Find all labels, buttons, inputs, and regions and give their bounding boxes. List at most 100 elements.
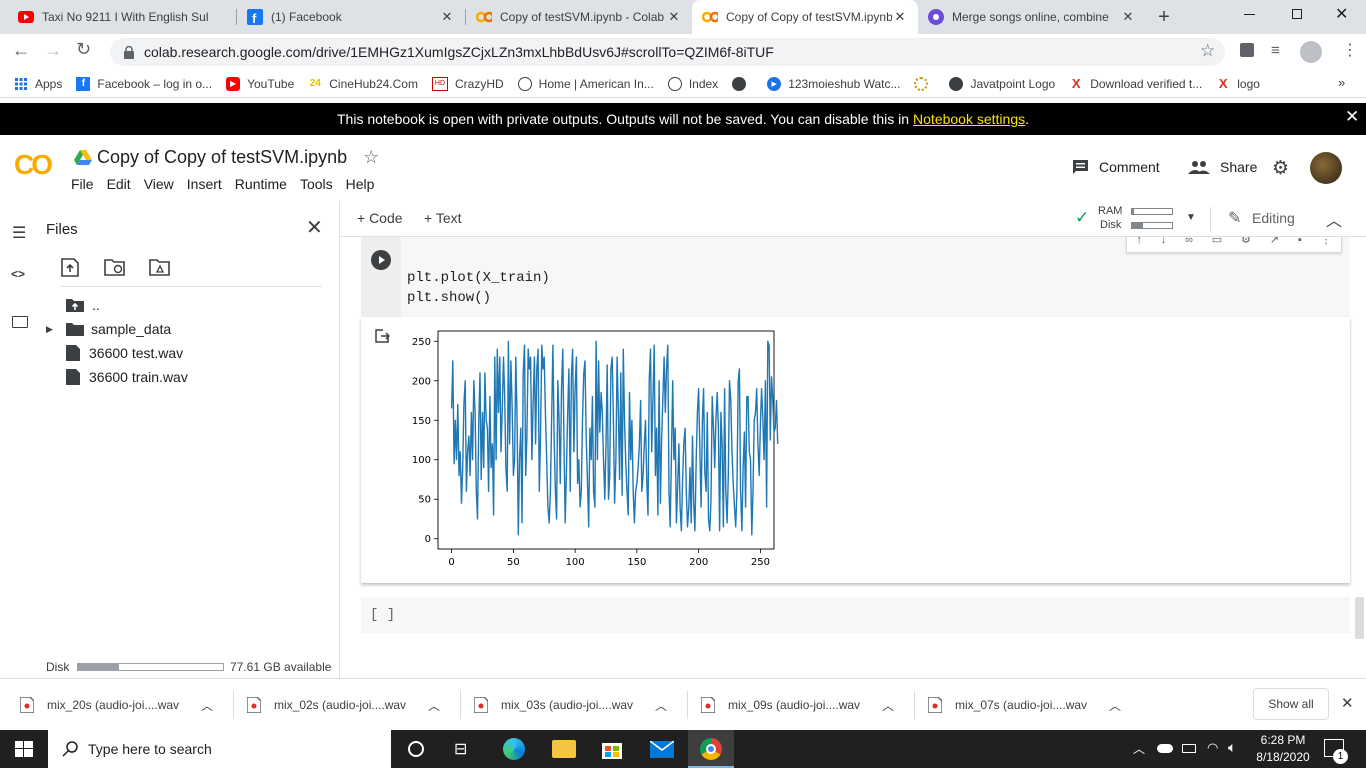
move-down-icon[interactable]: ↓ bbox=[1160, 237, 1167, 246]
refresh-folder-icon[interactable] bbox=[104, 257, 126, 277]
ram-usage-bar[interactable] bbox=[1131, 208, 1173, 215]
file-train-wav[interactable]: 36600 train.wav bbox=[66, 369, 188, 385]
new-tab-icon[interactable]: + bbox=[1158, 5, 1170, 28]
bookmark-123movies[interactable]: ▶ 123moieshub Watc... bbox=[767, 76, 900, 91]
folder-icon[interactable] bbox=[12, 316, 28, 328]
output-icon[interactable] bbox=[374, 329, 391, 343]
chevron-right-icon[interactable]: ▶ bbox=[46, 324, 53, 334]
edge-icon[interactable] bbox=[503, 738, 525, 760]
tab-colab-1[interactable]: Copy of testSVM.ipynb - Colab ✕ bbox=[466, 0, 692, 34]
move-up-icon[interactable]: ↑ bbox=[1136, 237, 1142, 246]
menu-edit[interactable]: Edit bbox=[106, 176, 131, 192]
bookmark-american[interactable]: Home | American In... bbox=[517, 76, 654, 91]
clock-time[interactable]: 6:28 PM bbox=[1260, 733, 1306, 747]
comment-button[interactable]: Comment bbox=[1072, 159, 1160, 175]
chevron-up-icon[interactable]: ︿ bbox=[200, 698, 213, 713]
download-item[interactable]: mix_03s (audio-joi....wav ︿ bbox=[474, 679, 679, 731]
connect-dropdown-icon[interactable]: ▼ bbox=[1186, 212, 1196, 223]
add-text-button[interactable]: + Text bbox=[424, 210, 462, 226]
bookmark-star-icon[interactable]: ☆ bbox=[1200, 41, 1216, 60]
download-item[interactable]: mix_09s (audio-joi....wav ︿ bbox=[701, 679, 906, 731]
close-icon[interactable]: ✕ bbox=[441, 9, 453, 24]
menu-insert[interactable]: Insert bbox=[186, 176, 222, 192]
notebook-title[interactable]: Copy of Copy of testSVM.ipynb bbox=[97, 147, 348, 167]
file-parent-dir[interactable]: .. bbox=[66, 297, 100, 313]
menu-file[interactable]: File bbox=[71, 176, 94, 192]
chevron-up-icon[interactable]: ︿ bbox=[881, 698, 894, 713]
disk-usage-bar[interactable] bbox=[1131, 222, 1173, 229]
file-explorer-icon[interactable] bbox=[552, 740, 576, 758]
store-icon[interactable] bbox=[602, 739, 622, 759]
show-all-button[interactable]: Show all bbox=[1253, 688, 1329, 720]
battery-icon[interactable] bbox=[1182, 744, 1196, 753]
bookmark-youtube[interactable]: ▶ YouTube bbox=[226, 76, 294, 91]
bookmark-javatpoint[interactable]: Javatpoint Logo bbox=[949, 76, 1055, 91]
empty-code-cell[interactable] bbox=[361, 597, 1350, 633]
download-item[interactable]: mix_07s (audio-joi....wav ︿ bbox=[928, 679, 1133, 731]
close-icon[interactable]: ✕ bbox=[1122, 9, 1134, 24]
toc-icon[interactable]: ☰ bbox=[12, 225, 27, 242]
cortana-icon[interactable] bbox=[408, 741, 424, 757]
onedrive-icon[interactable] bbox=[1157, 744, 1173, 753]
address-bar[interactable]: colab.research.google.com/drive/1EMHGz1X… bbox=[110, 38, 1225, 66]
restore-icon[interactable] bbox=[1292, 9, 1302, 19]
close-icon[interactable]: ✕ bbox=[1345, 107, 1360, 126]
clock-date[interactable]: 8/18/2020 bbox=[1256, 750, 1310, 764]
chevron-up-icon[interactable]: ︿ bbox=[1108, 698, 1121, 713]
menu-runtime[interactable]: Runtime bbox=[234, 176, 287, 192]
share-button[interactable]: Share bbox=[1188, 159, 1257, 175]
mail-icon[interactable] bbox=[649, 740, 675, 758]
code-snippets-icon[interactable]: <> bbox=[11, 267, 26, 281]
avatar[interactable] bbox=[1310, 152, 1342, 184]
chevron-up-icon[interactable]: ︿ bbox=[427, 698, 440, 713]
expand-icon[interactable]: ↗ bbox=[1269, 237, 1279, 246]
window-close-icon[interactable]: ✕ bbox=[1335, 6, 1349, 23]
bookmark-index[interactable]: Index bbox=[667, 76, 718, 91]
windows-start-icon[interactable] bbox=[15, 741, 33, 757]
notebook-settings-link[interactable]: Notebook settings bbox=[913, 111, 1026, 127]
star-icon[interactable]: ☆ bbox=[363, 147, 380, 167]
close-icon[interactable]: ✕ bbox=[894, 9, 906, 24]
run-cell-button[interactable] bbox=[371, 250, 391, 270]
menu-view[interactable]: View bbox=[143, 176, 174, 192]
volume-icon[interactable]: 🔈︎ bbox=[1228, 739, 1237, 755]
profile-avatar[interactable] bbox=[1300, 41, 1322, 63]
chevron-up-icon[interactable]: ︿ bbox=[1326, 213, 1343, 230]
tab-facebook[interactable]: f (1) Facebook ✕ bbox=[237, 0, 465, 34]
tab-youtube[interactable]: Taxi No 9211 I With English Sul bbox=[8, 0, 236, 34]
mount-drive-icon[interactable] bbox=[149, 257, 171, 277]
folder-sample-data[interactable]: sample_data bbox=[66, 321, 171, 337]
tab-colab-active[interactable]: Copy of Copy of testSVM.ipynb ✕ bbox=[692, 0, 918, 34]
gear-icon[interactable]: ⚙ bbox=[1241, 237, 1251, 246]
close-icon[interactable]: ✕ bbox=[668, 9, 680, 24]
menu-tools[interactable]: Tools bbox=[299, 176, 333, 192]
bookmark-download[interactable]: X Download verified t... bbox=[1069, 76, 1202, 91]
reload-icon[interactable]: ↻ bbox=[76, 39, 92, 59]
chevron-up-icon[interactable]: ︿ bbox=[1133, 742, 1146, 756]
colab-logo[interactable]: CO bbox=[14, 149, 53, 180]
extensions-icon[interactable] bbox=[1240, 43, 1254, 57]
forward-icon[interactable]: → bbox=[44, 40, 62, 60]
gear-icon[interactable]: ⚙ bbox=[1272, 158, 1290, 179]
media-icon[interactable]: ≡ bbox=[1271, 42, 1280, 59]
minimize-icon[interactable] bbox=[1244, 14, 1255, 15]
task-view-icon[interactable]: ⊟ bbox=[454, 741, 468, 758]
more-icon[interactable]: ⋮ bbox=[1320, 237, 1332, 246]
bookmark-crazyhd[interactable]: HD CrazyHD bbox=[431, 76, 504, 91]
delete-icon[interactable]: ▪ bbox=[1297, 237, 1302, 246]
download-item[interactable]: mix_02s (audio-joi....wav ︿ bbox=[247, 679, 452, 731]
file-test-wav[interactable]: 36600 test.wav bbox=[66, 345, 183, 361]
menu-help[interactable]: Help bbox=[345, 176, 375, 192]
chevron-up-icon[interactable]: ︿ bbox=[654, 698, 667, 713]
close-icon[interactable]: ✕ bbox=[1341, 695, 1354, 712]
bookmark-apps[interactable]: Apps bbox=[14, 77, 62, 91]
chrome-taskbar-button[interactable] bbox=[688, 730, 734, 768]
download-item[interactable]: mix_20s (audio-joi....wav ︿ bbox=[20, 679, 225, 731]
bookmark-cinehub[interactable]: 24 CineHub24.Com bbox=[308, 77, 418, 91]
upload-icon[interactable] bbox=[60, 256, 80, 278]
bookmark-facebook[interactable]: f Facebook – log in o... bbox=[76, 76, 212, 91]
menu-kebab-icon[interactable]: ⋮ bbox=[1342, 42, 1358, 59]
comment-icon[interactable]: ▭ bbox=[1211, 237, 1223, 246]
close-icon[interactable]: ✕ bbox=[306, 217, 323, 239]
